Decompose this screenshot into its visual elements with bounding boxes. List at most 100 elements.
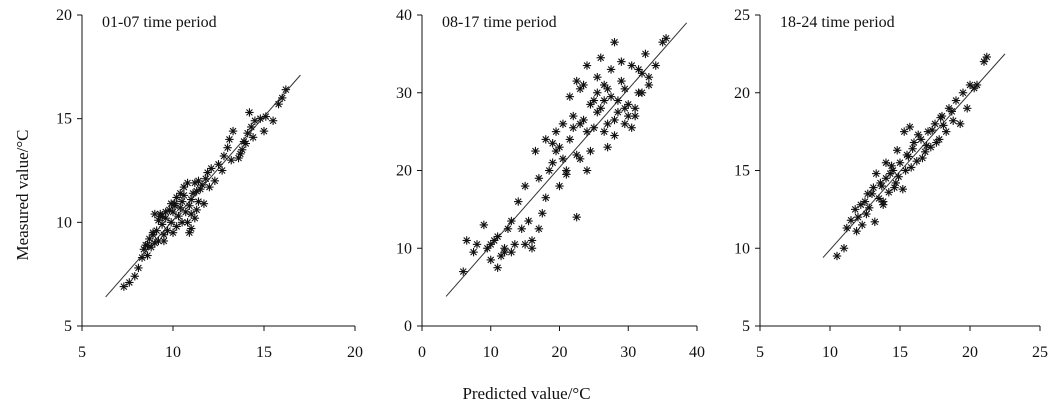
data-point (245, 108, 254, 117)
x-axis-label: Predicted value/°C (462, 384, 591, 403)
data-point (168, 207, 178, 217)
data-point (613, 107, 623, 117)
data-point (936, 113, 945, 122)
data-point (541, 135, 550, 144)
data-point (932, 138, 941, 147)
data-point (177, 218, 187, 227)
data-point (839, 244, 849, 253)
data-point (905, 122, 914, 132)
x-tick-label: 10 (822, 344, 838, 361)
data-point (192, 187, 201, 196)
data-point (603, 142, 612, 152)
data-point (909, 138, 919, 147)
data-point (579, 80, 588, 90)
data-point (248, 133, 258, 142)
data-point (644, 80, 654, 90)
data-point (281, 85, 291, 94)
data-point (930, 119, 940, 129)
data-point (644, 73, 654, 82)
x-tick-label: 0 (418, 344, 426, 361)
data-point (641, 49, 650, 59)
data-point (887, 161, 896, 171)
data-point (534, 224, 544, 234)
data-point (565, 92, 575, 101)
data-point (541, 193, 550, 202)
data-point (544, 166, 554, 175)
data-point (617, 57, 626, 66)
data-point (572, 76, 581, 86)
data-point (582, 166, 592, 175)
data-point (832, 251, 842, 261)
data-point (872, 169, 881, 178)
panel-title: 01-07 time period (102, 14, 217, 31)
x-tick-label: 25 (1032, 344, 1048, 361)
y-axis-label-container: Measured value/°C (8, 90, 38, 300)
data-point (593, 73, 602, 82)
data-point (624, 111, 633, 121)
x-tick-label: 20 (962, 344, 978, 361)
data-point (493, 232, 502, 241)
data-point (562, 170, 571, 179)
y-tick-label: 10 (396, 240, 412, 257)
data-point (593, 107, 602, 117)
data-point (630, 104, 640, 113)
data-point (201, 174, 210, 183)
data-point (148, 230, 158, 239)
data-point (462, 236, 471, 245)
data-point (185, 201, 194, 210)
y-tick-label: 15 (734, 163, 750, 180)
data-point (225, 135, 234, 144)
data-point (870, 217, 879, 227)
data-point (486, 255, 495, 265)
data-point (527, 236, 537, 245)
data-point (575, 119, 585, 129)
data-point (524, 216, 533, 226)
data-point (555, 142, 564, 152)
data-point (620, 104, 630, 113)
data-point (223, 143, 232, 152)
x-tick-label: 5 (756, 344, 764, 361)
data-point (241, 139, 250, 148)
y-tick-label: 20 (396, 163, 412, 180)
data-point (194, 176, 203, 186)
data-point (865, 203, 874, 213)
data-point (970, 83, 979, 93)
data-point (606, 65, 616, 74)
data-point (661, 34, 671, 43)
data-point (143, 251, 152, 260)
data-point (610, 115, 619, 125)
data-point (141, 240, 150, 250)
data-point (651, 61, 660, 70)
data-point (514, 197, 523, 206)
data-point (469, 247, 478, 257)
data-point (895, 158, 905, 167)
data-point (187, 195, 196, 204)
panel-title: 08-17 time period (442, 14, 557, 31)
data-point (510, 240, 520, 249)
data-point (603, 84, 612, 94)
data-point (949, 116, 958, 125)
y-tick-label: 0 (404, 318, 412, 335)
data-point (548, 158, 557, 167)
data-point (459, 267, 468, 276)
data-point (627, 123, 636, 132)
data-point (858, 220, 867, 230)
data-point (582, 61, 592, 70)
data-point (199, 199, 209, 208)
data-point (627, 61, 636, 70)
data-point (869, 183, 878, 192)
data-point (603, 119, 612, 129)
data-point (928, 125, 937, 135)
data-point (898, 184, 907, 194)
data-point (606, 92, 616, 101)
data-point (168, 228, 178, 237)
data-point (589, 123, 599, 132)
data-point (183, 178, 192, 188)
data-point (876, 178, 885, 188)
data-point (599, 96, 609, 105)
data-point (247, 122, 256, 132)
data-point (157, 211, 167, 221)
data-point (956, 119, 965, 129)
data-point (538, 209, 547, 218)
